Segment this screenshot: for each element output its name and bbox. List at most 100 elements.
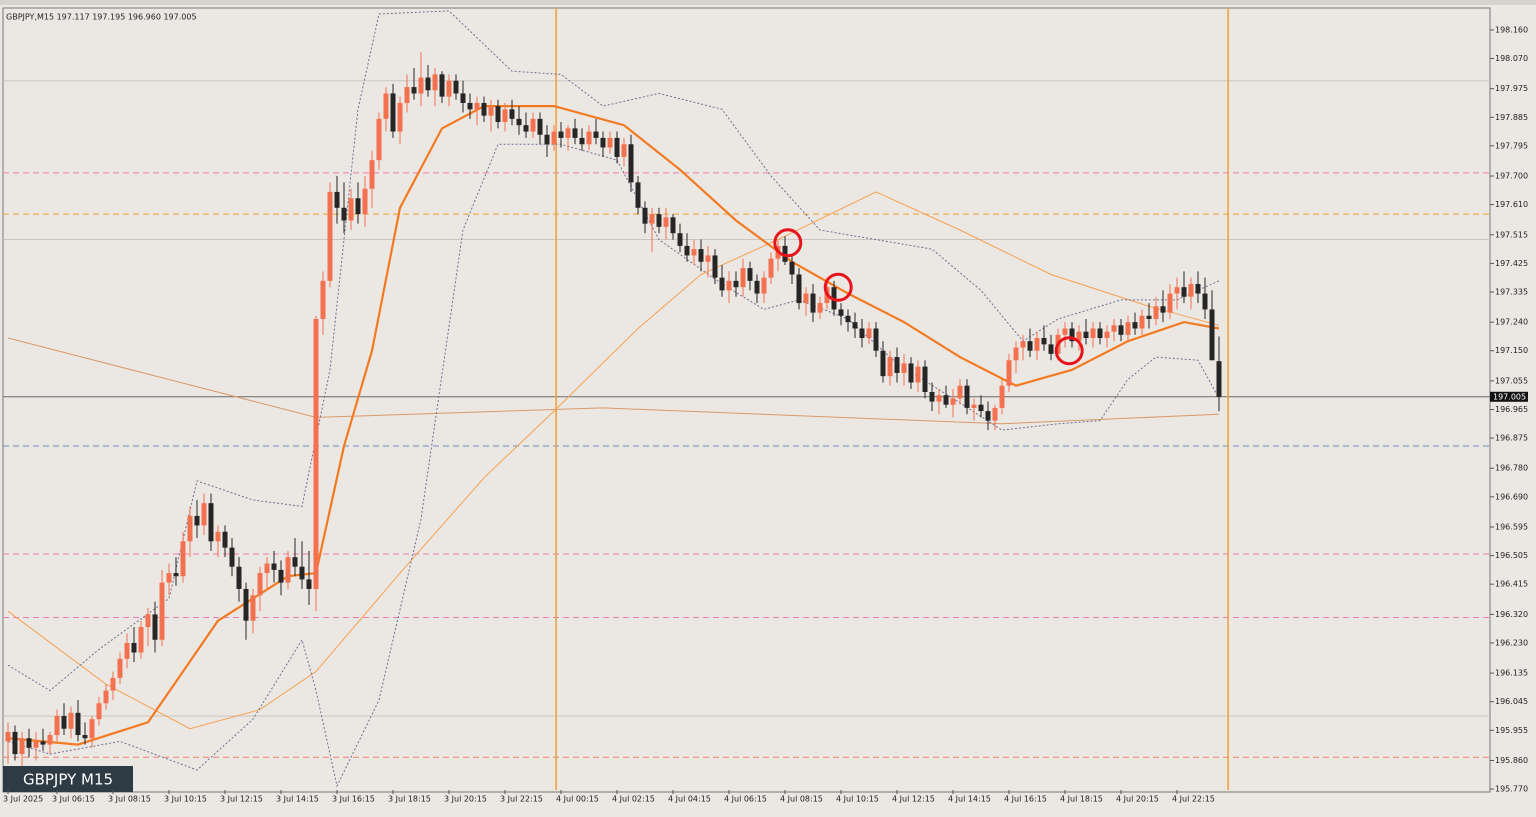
x-tick-label: 3 Jul 08:15 (108, 795, 151, 804)
y-tick-label: 196.595 (1495, 523, 1528, 532)
candle-body (418, 77, 424, 94)
candle-body (453, 80, 459, 94)
candle-body (740, 268, 746, 288)
x-tick-label: 3 Jul 10:15 (164, 795, 207, 804)
candle-body (712, 255, 718, 278)
candle-body (159, 582, 165, 640)
candle-body (432, 74, 438, 91)
y-tick-label: 196.230 (1495, 638, 1528, 647)
candle-body (131, 642, 137, 653)
x-tick-label: 4 Jul 14:15 (948, 795, 991, 804)
candle-body (397, 102, 403, 132)
candle-body (628, 144, 634, 183)
candle-body (5, 731, 11, 742)
candle-body (565, 128, 571, 138)
candle-body (677, 233, 683, 246)
candle-body (439, 74, 445, 97)
highlight-circle (773, 228, 803, 258)
indicator-line (7, 337, 1220, 425)
y-tick-label: 196.780 (1495, 464, 1528, 473)
y-tick-label: 198.070 (1495, 54, 1528, 63)
candle-body (1111, 325, 1117, 332)
x-tick-label: 3 Jul 18:15 (388, 795, 431, 804)
x-tick-label: 3 Jul 06:15 (52, 795, 95, 804)
candle-body (110, 677, 116, 691)
candle-body (1202, 293, 1208, 310)
candle-body (467, 102, 473, 110)
candle-body (117, 658, 123, 678)
candle-body (579, 137, 585, 145)
candle-body (1216, 361, 1222, 397)
x-tick-label: 3 Jul 14:15 (276, 795, 319, 804)
candle-body (670, 217, 676, 234)
y-tick-label: 196.135 (1495, 669, 1528, 678)
candle-body (334, 191, 340, 208)
candle-body (1188, 284, 1194, 297)
candle-body (474, 102, 480, 110)
y-tick-label: 196.690 (1495, 492, 1528, 501)
candle-body (978, 404, 984, 412)
candle-body (810, 293, 816, 313)
candle-body (201, 503, 207, 526)
y-tick-label: 197.425 (1495, 259, 1528, 268)
y-tick-label: 196.875 (1495, 434, 1528, 443)
candle-body (47, 735, 53, 745)
candle-body (558, 131, 564, 138)
candle-body (1034, 338, 1040, 351)
candle-body (838, 309, 844, 316)
candle-body (481, 102, 487, 116)
candle-body (355, 198, 361, 215)
candle-body (1006, 360, 1012, 386)
last-price-label: 197.005 (1493, 392, 1526, 401)
y-tick-label: 196.320 (1495, 610, 1528, 619)
x-tick-label: 4 Jul 10:15 (836, 795, 879, 804)
candle-body (1160, 306, 1166, 313)
y-tick-label: 197.240 (1495, 318, 1528, 327)
candle-body (1097, 328, 1103, 339)
candle-body (999, 385, 1005, 408)
y-tick-label: 196.965 (1495, 405, 1528, 414)
x-tick-label: 4 Jul 16:15 (1004, 795, 1047, 804)
candle-body (866, 328, 872, 339)
symbol-box (3, 766, 133, 792)
candle-body (614, 137, 620, 157)
candle-body (1027, 341, 1033, 351)
candle-body (922, 366, 928, 393)
candle-body (873, 328, 879, 351)
indicator-line (7, 191, 1220, 730)
y-tick-label: 197.975 (1495, 84, 1528, 93)
candle-body (411, 87, 417, 94)
x-tick-label: 3 Jul 22:15 (500, 795, 543, 804)
candle-body (894, 357, 900, 373)
y-tick-label: 195.770 (1495, 785, 1528, 794)
candle-body (68, 712, 74, 729)
candle-body (180, 541, 186, 577)
y-tick-label: 197.795 (1495, 141, 1528, 150)
candle-body (1048, 344, 1054, 354)
candle-body (649, 214, 655, 224)
candle-body (509, 109, 515, 119)
candle-body (754, 280, 760, 294)
highlight-circle (1054, 336, 1084, 366)
candle-body (222, 531, 228, 548)
candle-body (516, 118, 522, 126)
candle-body (138, 627, 144, 653)
candle-body (887, 357, 893, 377)
candle-body (1167, 293, 1173, 313)
y-tick-label: 197.150 (1495, 346, 1528, 355)
candle-body (803, 293, 809, 304)
candle-body (446, 80, 452, 97)
candle-body (404, 87, 410, 103)
candle-body (1020, 341, 1026, 348)
candle-body (173, 573, 179, 577)
x-tick-label: 4 Jul 18:15 (1060, 795, 1103, 804)
candle-body (75, 712, 81, 736)
candle-body (145, 614, 151, 628)
candle-body (460, 93, 466, 103)
candle-body (26, 738, 32, 748)
candle-body (1104, 331, 1110, 339)
candle-body (586, 131, 592, 145)
candle-body (789, 261, 795, 275)
candle-body (82, 735, 88, 739)
candle-body (1062, 328, 1068, 335)
